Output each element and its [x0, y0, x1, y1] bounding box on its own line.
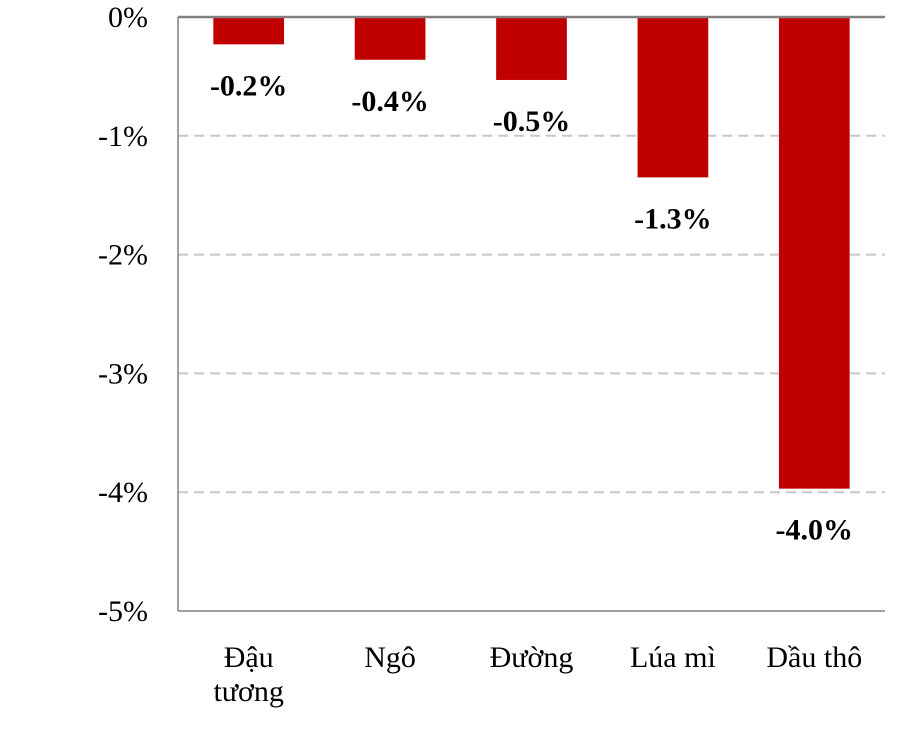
y-tick-label: -4%	[98, 476, 148, 509]
y-tick-labels: 0% -1% -2% -3% -4% -5%	[98, 1, 148, 628]
category-label: Đường	[490, 641, 574, 674]
y-tick-label: -2%	[98, 239, 148, 272]
y-tick-label: -3%	[98, 357, 148, 390]
bars	[213, 17, 850, 489]
category-label: Ngô	[364, 641, 416, 674]
data-label: -0.4%	[351, 85, 429, 118]
axes	[177, 15, 885, 612]
gridlines	[178, 134, 885, 494]
data-label: -4.0%	[776, 514, 854, 547]
bar	[778, 17, 850, 489]
bar	[213, 17, 285, 45]
category-label: Đậu	[224, 641, 274, 674]
data-label: -0.2%	[210, 69, 288, 102]
y-tick-label: -5%	[98, 595, 148, 628]
data-label: -0.5%	[493, 105, 571, 138]
bar	[354, 17, 426, 60]
data-labels: -0.2% -0.4% -0.5% -1.3% -4.0%	[210, 69, 853, 546]
category-label: Dầu thô	[766, 641, 862, 674]
category-label: Lúa mì	[630, 641, 716, 674]
data-label: -1.3%	[634, 202, 712, 235]
y-tick-label: -1%	[98, 120, 148, 153]
bar	[637, 17, 709, 178]
y-tick-label: 0%	[108, 1, 148, 34]
category-label: tương	[213, 675, 283, 708]
bar	[496, 17, 567, 80]
